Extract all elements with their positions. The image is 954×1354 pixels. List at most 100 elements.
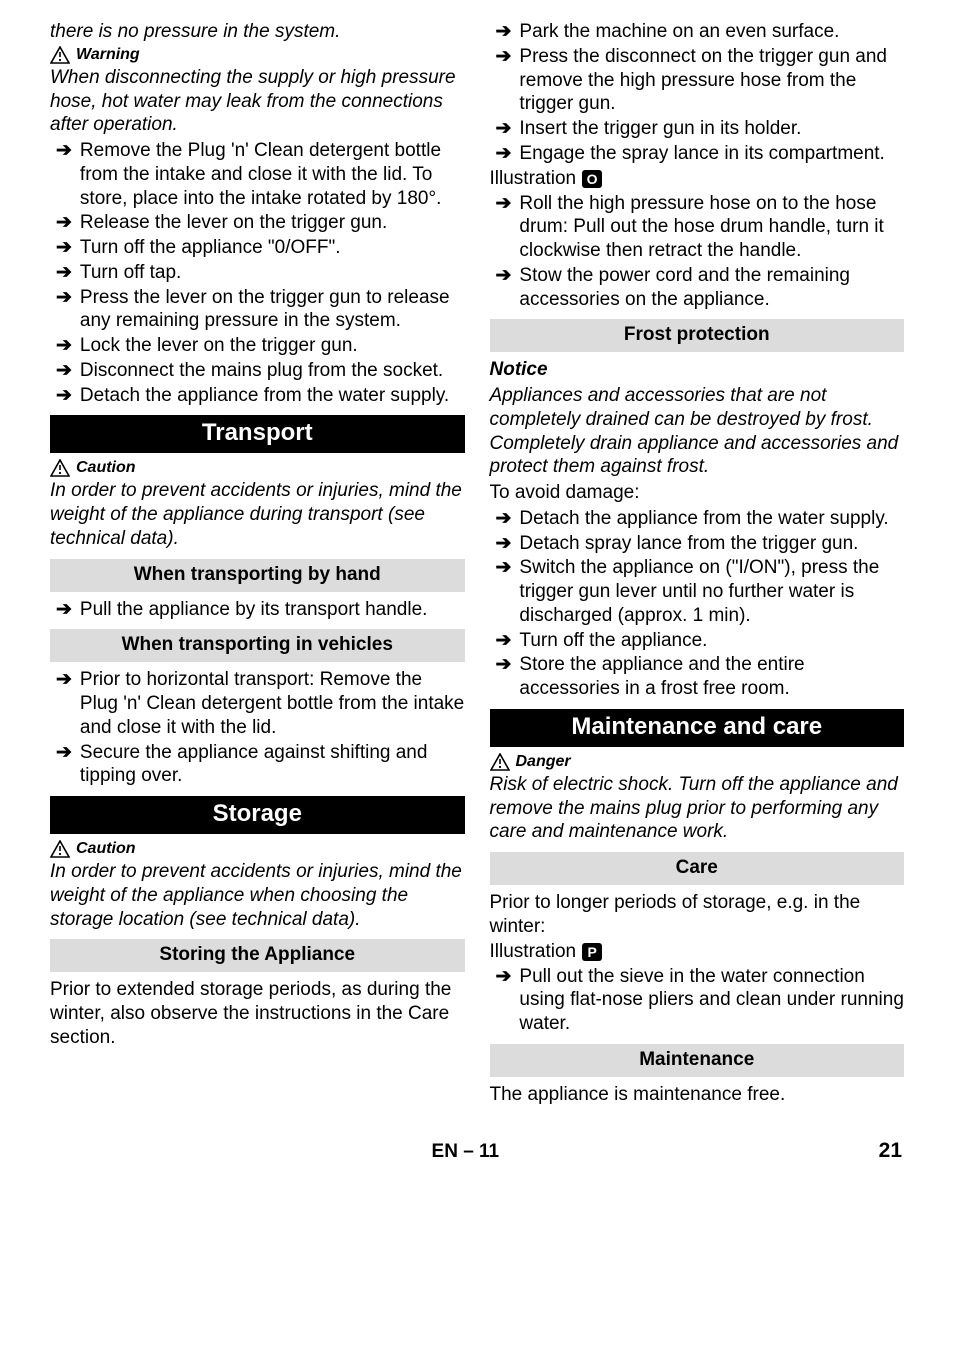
heading-maintenance-care: Maintenance and care — [490, 709, 905, 747]
list-item: ➔Prior to horizontal transport: Remove t… — [50, 668, 465, 739]
bullet-text: Turn off tap. — [80, 261, 465, 285]
arrow-icon: ➔ — [496, 45, 512, 116]
list-item: ➔ Detach the appliance from the water sup… — [50, 384, 465, 408]
arrow-icon: ➔ — [56, 286, 72, 334]
illustration-o: Illustration O — [490, 168, 905, 190]
list-item: ➔ Detach the appliance from the water sup… — [490, 507, 905, 531]
bullet-text: Pull the appliance by its transport hand… — [80, 598, 465, 622]
list-item: ➔ Insert the trigger gun in its holder. — [490, 117, 905, 141]
footer-page-number: 21 — [879, 1139, 902, 1163]
list-item: ➔Remove the Plug 'n' Clean detergent bot… — [50, 139, 465, 210]
arrow-icon: ➔ — [496, 264, 512, 312]
caution-storage-text: In order to prevent accidents or injurie… — [50, 860, 465, 931]
bullet-text: Detach spray lance from the trigger gun. — [519, 532, 904, 556]
warning-icon — [50, 459, 70, 477]
bullet-text: Prior to horizontal transport: Remove th… — [80, 668, 465, 739]
storing-text: Prior to extended storage periods, as du… — [50, 978, 465, 1049]
bullet-text: Secure the appliance against shifting an… — [80, 741, 465, 789]
bullet-text: Roll the high pressure hose on to the ho… — [519, 192, 904, 263]
page: there is no pressure in the system. Warn… — [0, 0, 954, 1354]
bullet-text: Remove the Plug 'n' Clean detergent bott… — [80, 139, 465, 210]
arrow-icon: ➔ — [496, 653, 512, 701]
arrow-icon: ➔ — [56, 139, 72, 210]
warning-icon — [50, 46, 70, 64]
illustration-label: Illustration — [490, 168, 577, 190]
arrow-icon: ➔ — [496, 192, 512, 263]
bullet-text: Turn off the appliance "0/OFF". — [80, 236, 465, 260]
heading-vehicle: When transporting in vehicles — [50, 629, 465, 662]
bullet-text: Detach the appliance from the water supp… — [519, 507, 904, 531]
arrow-icon: ➔ — [56, 261, 72, 285]
illustration-p-icon: P — [582, 943, 602, 961]
warning-label: Warning — [76, 46, 140, 64]
caution-label: Caution — [76, 459, 136, 477]
notice-label: Notice — [490, 358, 905, 382]
illustration-p: Illustration P — [490, 941, 905, 963]
arrow-icon: ➔ — [496, 117, 512, 141]
list-item: ➔Turn off the appliance. — [490, 629, 905, 653]
list-item: ➔ Engage the spray lance in its compartme… — [490, 142, 905, 166]
right-column: ➔Park the machine on an even surface. ➔P… — [490, 20, 905, 1109]
columns: there is no pressure in the system. Warn… — [50, 20, 904, 1109]
avoid-label: To avoid damage: — [490, 481, 905, 505]
arrow-icon: ➔ — [56, 236, 72, 260]
bullet-text: Release the lever on the trigger gun. — [80, 211, 465, 235]
danger-label: Danger — [516, 753, 571, 771]
list-item: ➔Disconnect the mains plug from the sock… — [50, 359, 465, 383]
danger-text: Risk of electric shock. Turn off the app… — [490, 773, 905, 844]
bullet-text: Stow the power cord and the remaining ac… — [519, 264, 904, 312]
arrow-icon: ➔ — [56, 334, 72, 358]
list-item: ➔ Turn off the appliance "0/OFF". — [50, 236, 465, 260]
bullet-text: Turn off the appliance. — [519, 629, 904, 653]
bullet-text: Switch the appliance on ("I/ON"), press … — [519, 556, 904, 627]
list-item: ➔ Turn off tap. — [50, 261, 465, 285]
list-item: ➔ Pull the appliance by its transport han… — [50, 598, 465, 622]
arrow-icon: ➔ — [496, 142, 512, 166]
list-item: ➔Secure the appliance against shifting a… — [50, 741, 465, 789]
list-item: ➔ Detach spray lance from the trigger gun… — [490, 532, 905, 556]
arrow-icon: ➔ — [496, 532, 512, 556]
list-item: ➔Press the lever on the trigger gun to r… — [50, 286, 465, 334]
bullet-text: Pull out the sieve in the water connecti… — [519, 965, 904, 1036]
list-item: ➔Park the machine on an even surface. — [490, 20, 905, 44]
heading-frost: Frost protection — [490, 319, 905, 352]
illustration-o-icon: O — [582, 170, 602, 188]
arrow-icon: ➔ — [56, 598, 72, 622]
heading-maintenance: Maintenance — [490, 1044, 905, 1077]
warning-icon — [490, 753, 510, 771]
arrow-icon: ➔ — [56, 741, 72, 789]
heading-care: Care — [490, 852, 905, 885]
list-item: ➔Stow the power cord and the remaining a… — [490, 264, 905, 312]
list-item: ➔ Release the lever on the trigger gun. — [50, 211, 465, 235]
arrow-icon: ➔ — [56, 384, 72, 408]
bullet-text: Store the appliance and the entire acces… — [519, 653, 904, 701]
list-item: ➔Press the disconnect on the trigger gun… — [490, 45, 905, 116]
bullet-text: Press the disconnect on the trigger gun … — [519, 45, 904, 116]
list-item: ➔Store the appliance and the entire acce… — [490, 653, 905, 701]
bullet-text: Disconnect the mains plug from the socke… — [80, 359, 465, 383]
bullet-text: Press the lever on the trigger gun to re… — [80, 286, 465, 334]
list-item: ➔ Lock the lever on the trigger gun. — [50, 334, 465, 358]
heading-storage: Storage — [50, 796, 465, 834]
bullet-text: Lock the lever on the trigger gun. — [80, 334, 465, 358]
intro-text: there is no pressure in the system. — [50, 20, 465, 44]
bullet-text: Detach the appliance from the water supp… — [80, 384, 465, 408]
frost-text: Appliances and accessories that are not … — [490, 384, 905, 479]
bullet-text: Engage the spray lance in its compartmen… — [519, 142, 904, 166]
warning-icon — [50, 840, 70, 858]
caution-row-2: Caution — [50, 840, 465, 858]
list-item: ➔Pull out the sieve in the water connect… — [490, 965, 905, 1036]
heading-transport: Transport — [50, 415, 465, 453]
arrow-icon: ➔ — [56, 211, 72, 235]
danger-row: Danger — [490, 753, 905, 771]
caution-row: Caution — [50, 459, 465, 477]
warning-text: When disconnecting the supply or high pr… — [50, 66, 465, 137]
list-item: ➔Switch the appliance on ("I/ON"), press… — [490, 556, 905, 627]
bullet-text: Insert the trigger gun in its holder. — [519, 117, 904, 141]
illustration-label: Illustration — [490, 941, 577, 963]
heading-hand: When transporting by hand — [50, 559, 465, 592]
arrow-icon: ➔ — [496, 965, 512, 1036]
bullet-list-1: ➔Remove the Plug 'n' Clean detergent bot… — [50, 139, 465, 407]
warning-row: Warning — [50, 46, 465, 64]
arrow-icon: ➔ — [496, 507, 512, 531]
